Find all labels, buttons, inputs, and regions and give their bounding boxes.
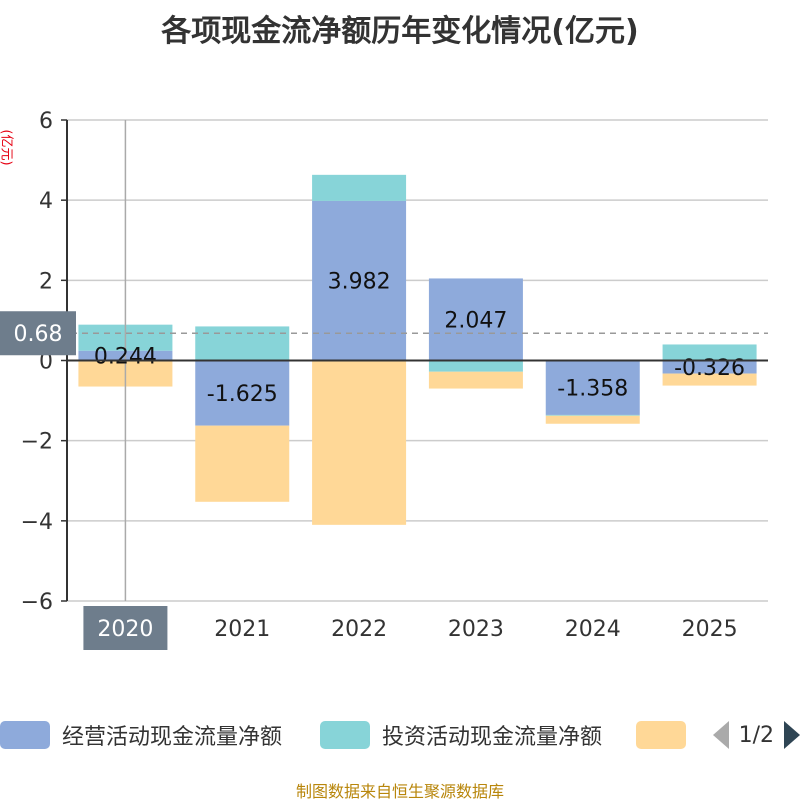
- bar-series1: [195, 326, 290, 361]
- legend-item-operating[interactable]: 经营活动现金流量净额: [0, 718, 282, 752]
- legend-item-investing[interactable]: 投资活动现金流量净额: [320, 718, 602, 752]
- chart-area: 6420−2−4−60.244-1.6253.9822.047-1.358-0.…: [0, 109, 768, 650]
- y-tick-label: −6: [21, 590, 53, 615]
- y-tick-label: 2: [39, 269, 53, 294]
- legend-pager: 1/2: [696, 718, 800, 752]
- bar-series2: [545, 415, 640, 424]
- legend-item-financing[interactable]: [636, 718, 698, 752]
- data-label: 3.982: [328, 270, 391, 295]
- next-page-icon[interactable]: [784, 721, 800, 749]
- legend: 经营活动现金流量净额 投资活动现金流量净额 1/2: [0, 712, 800, 756]
- pager-text: 1/2: [738, 722, 774, 748]
- pointer-value-label: 0.68: [14, 322, 63, 347]
- bar-series1: [428, 360, 523, 372]
- data-source-note: 制图数据来自恒生聚源数据库: [295, 782, 504, 801]
- y-tick-label: −4: [21, 510, 53, 535]
- bar-series0: [545, 360, 640, 415]
- pointer-category-box: [83, 606, 168, 650]
- y-tick-label: 4: [39, 189, 53, 214]
- x-tick-label: 2021: [214, 617, 270, 642]
- legend-swatch-financing: [636, 721, 686, 749]
- y-tick-label: 6: [39, 109, 53, 134]
- bar-series1: [662, 344, 757, 361]
- x-tick-label: 2020: [97, 617, 153, 642]
- bar-series2: [662, 373, 757, 386]
- x-tick-label: 2022: [331, 617, 387, 642]
- bar-series2: [428, 371, 523, 389]
- bar-series0: [662, 360, 757, 374]
- data-label: 0.244: [94, 345, 157, 370]
- data-label: 2.047: [444, 308, 507, 333]
- bar-series0: [195, 360, 290, 426]
- pointer-value-box: [0, 311, 76, 356]
- bar-series2: [312, 360, 407, 525]
- x-tick-label: 2024: [565, 617, 621, 642]
- x-tick-label: 2025: [682, 617, 738, 642]
- legend-label-operating: 经营活动现金流量净额: [62, 725, 283, 750]
- bar-series1: [312, 174, 407, 201]
- bar-series0: [428, 278, 523, 361]
- chart-title: 各项现金流净额历年变化情况(亿元): [161, 14, 639, 49]
- legend-swatch-operating: [0, 721, 50, 749]
- prev-page-icon[interactable]: [712, 721, 729, 749]
- legend-swatch-investing: [320, 721, 370, 749]
- bar-series2: [195, 425, 290, 502]
- y-tick-label: 0: [39, 350, 53, 375]
- data-label: -1.625: [207, 382, 278, 407]
- bar-series1: [545, 414, 640, 416]
- data-label: -1.358: [557, 377, 628, 402]
- y-tick-label: −2: [21, 430, 53, 455]
- legend-label-investing: 投资活动现金流量净额: [382, 725, 603, 750]
- x-tick-label: 2023: [448, 617, 504, 642]
